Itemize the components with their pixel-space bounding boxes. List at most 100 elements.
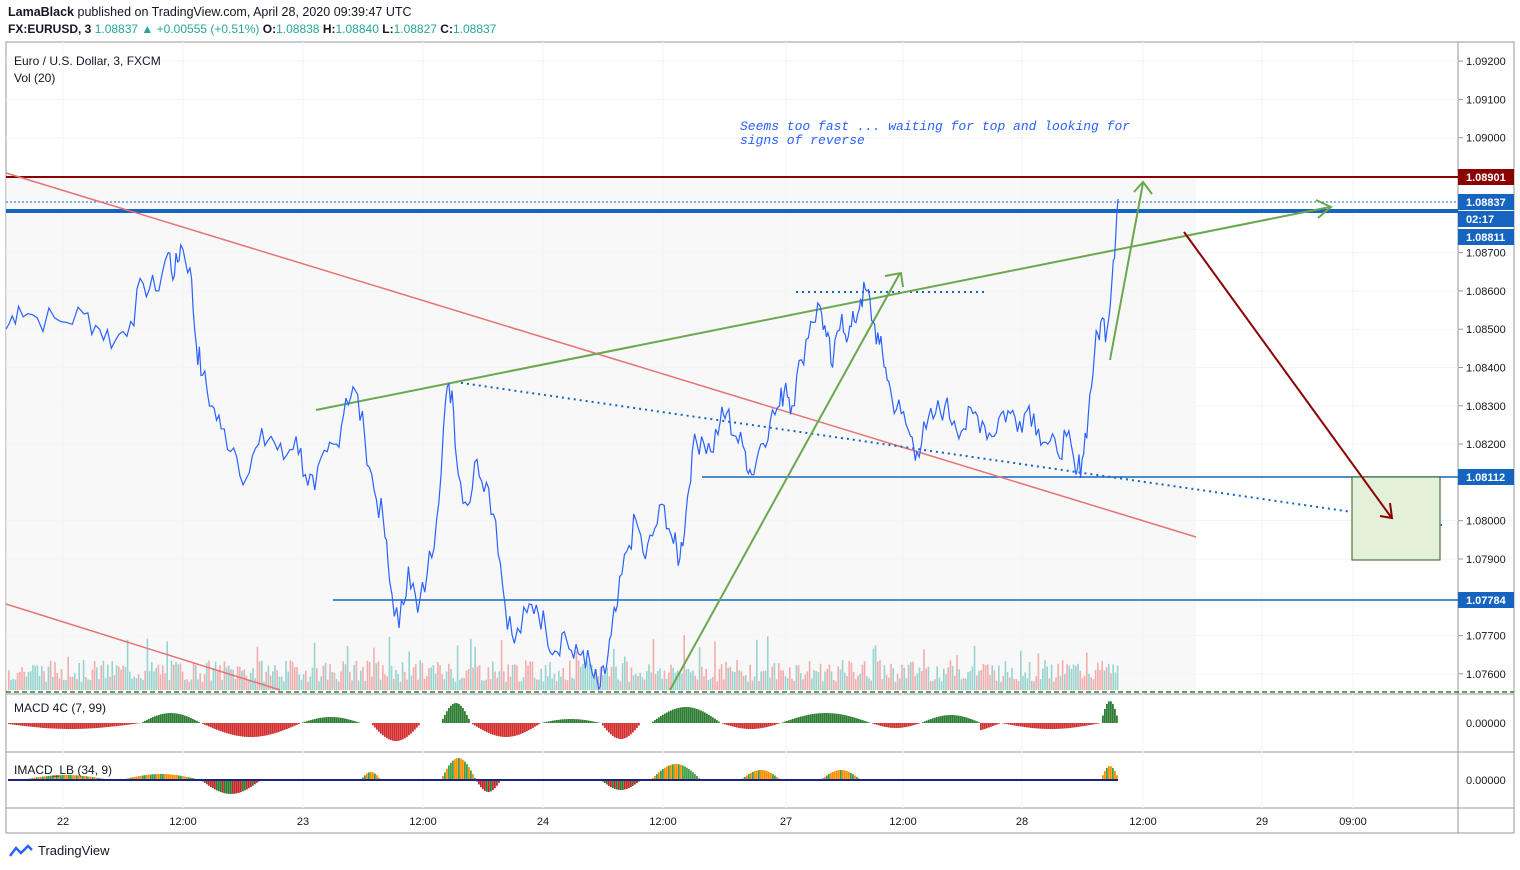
macd-bar [376, 723, 378, 730]
macd-bar [96, 723, 98, 728]
volume-bar [322, 665, 325, 690]
instrument-legend[interactable]: Euro / U.S. Dollar, 3, FXCM [14, 54, 161, 68]
volume-bar [505, 681, 507, 690]
macd-bar [1076, 723, 1078, 728]
macd-bar [296, 723, 298, 725]
macd-bar [1090, 723, 1092, 725]
imacd-bar [470, 770, 472, 780]
imacd-bar [828, 774, 830, 780]
volume-bar [681, 673, 683, 690]
volume-bar [179, 663, 182, 690]
macd-legend[interactable]: MACD 4C (7, 99) [14, 701, 106, 715]
macd-bar [204, 723, 206, 725]
volume-bar [819, 663, 822, 690]
published-text: published on TradingView.com, April 28, … [77, 5, 412, 19]
imacd-bar [480, 780, 482, 788]
macd-bar [980, 723, 982, 731]
volume-bar [852, 672, 855, 690]
symbol-label[interactable]: FX:EURUSD, 3 [8, 22, 92, 36]
macd-bar [394, 723, 396, 741]
volume-bar [388, 636, 391, 690]
macd-bar [94, 723, 96, 729]
macd-bar [1038, 723, 1040, 729]
imacd-bar [50, 775, 52, 780]
volume-bar [533, 677, 536, 690]
macd-bar [628, 723, 630, 736]
volume-bar [76, 679, 78, 690]
reversal-projection-arrow [1183, 231, 1392, 518]
macd-bar [824, 713, 826, 723]
macd-bar [328, 717, 330, 723]
macd-bar [1080, 723, 1082, 727]
macd-bar [304, 721, 306, 723]
annotation-line-1[interactable]: Seems too fast ... waiting for top and l… [740, 119, 1130, 134]
volume-bar [520, 681, 523, 690]
volume-bar [595, 669, 597, 690]
volume-bar [848, 661, 850, 690]
x-tick-label-10: 29 [1256, 816, 1268, 828]
volume-bar [769, 677, 771, 690]
macd-bar [146, 719, 148, 723]
volume-bar [85, 677, 87, 690]
target-zone-box [1351, 476, 1441, 561]
volume-bar [802, 679, 804, 690]
macd-bar [248, 723, 250, 737]
volume-legend[interactable]: Vol (20) [14, 71, 55, 85]
macd-bar [1040, 723, 1042, 729]
macd-bar [52, 723, 54, 729]
volume-bar [261, 660, 263, 690]
volume-bar [1057, 663, 1059, 690]
macd-bar [938, 716, 940, 723]
publisher-name[interactable]: LamaBlack [8, 5, 75, 19]
volume-bar [654, 674, 657, 690]
macd-bar [922, 722, 924, 723]
macd-bar [338, 717, 340, 723]
volume-bar [360, 670, 362, 690]
macd-bar [254, 723, 256, 737]
macd-bar [858, 718, 860, 723]
volume-bar [355, 660, 358, 690]
volume-bar [940, 681, 943, 690]
imacd-bar [674, 764, 676, 780]
macd-bar [1066, 723, 1068, 729]
macd-bar [680, 707, 682, 723]
volume-bar [624, 656, 626, 690]
imacd-bar [82, 775, 84, 780]
imacd-bar [458, 758, 460, 780]
imacd-legend[interactable]: IMACD_LB (34, 9) [14, 763, 112, 777]
macd-bar [752, 723, 754, 729]
imacd-bar [764, 770, 766, 780]
imacd-bar [460, 758, 462, 780]
macd-bar [1096, 723, 1098, 724]
footer-brand[interactable]: TradingView [8, 843, 110, 858]
macd-bar [728, 723, 730, 726]
imacd-bar [160, 774, 162, 780]
macd-bar [280, 723, 282, 732]
macd-bar [616, 723, 618, 739]
volume-bar [564, 679, 567, 690]
volume-bar [503, 671, 505, 690]
macd-bar [770, 723, 772, 726]
imacd-bar [1116, 775, 1118, 780]
volume-bar [283, 681, 285, 690]
macd-bar [228, 723, 230, 734]
volume-bar [113, 675, 116, 690]
macd-bar [230, 723, 232, 735]
volume-bar [443, 679, 446, 690]
x-tick-label-11: 09:00 [1339, 816, 1367, 828]
annotation-line-2[interactable]: signs of reverse [740, 133, 865, 148]
macd-bar [450, 705, 452, 723]
macd-bar [404, 723, 406, 739]
price-axis-labels: 1.08901 1.08837 02:17 1.08811 1.08112 1.07784 [1458, 169, 1514, 608]
macd-bar [416, 723, 418, 728]
macd-bar [818, 713, 820, 723]
volume-bar [1099, 670, 1101, 690]
volume-bar [1006, 672, 1009, 690]
macd-bar [954, 715, 956, 723]
macd-bar [130, 723, 132, 725]
imacd-bar [40, 776, 42, 780]
volume-bar [377, 661, 380, 690]
volume-bar [833, 680, 835, 690]
volume-bar [731, 671, 734, 690]
